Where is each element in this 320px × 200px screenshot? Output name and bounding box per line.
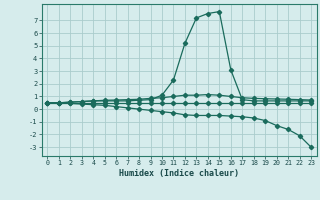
X-axis label: Humidex (Indice chaleur): Humidex (Indice chaleur): [119, 169, 239, 178]
